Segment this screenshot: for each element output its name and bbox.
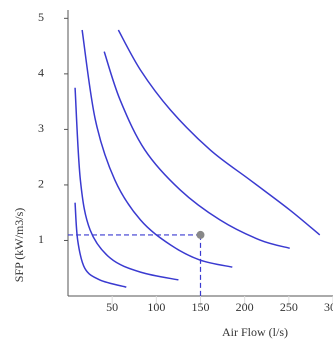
curve (74, 87, 179, 281)
curve (74, 202, 127, 288)
y-tick-label: 1 (38, 232, 44, 246)
curve (117, 29, 321, 236)
x-tick-label: 300 (324, 300, 333, 314)
curve (81, 29, 233, 268)
curve (103, 51, 290, 249)
x-tick-label: 150 (192, 300, 210, 314)
y-tick-label: 3 (38, 121, 44, 135)
x-tick-label: 100 (147, 300, 165, 314)
y-tick-label: 2 (38, 177, 44, 191)
y-axis-label: SFP (kW/m3/s) (12, 208, 26, 283)
operating-point (196, 230, 205, 239)
x-tick-label: 250 (280, 300, 298, 314)
x-tick-label: 50 (106, 300, 118, 314)
x-axis-label: Air Flow (l/s) (222, 325, 288, 339)
y-tick-label: 4 (38, 66, 44, 80)
x-tick-label: 200 (236, 300, 254, 314)
y-tick-label: 5 (38, 10, 44, 24)
